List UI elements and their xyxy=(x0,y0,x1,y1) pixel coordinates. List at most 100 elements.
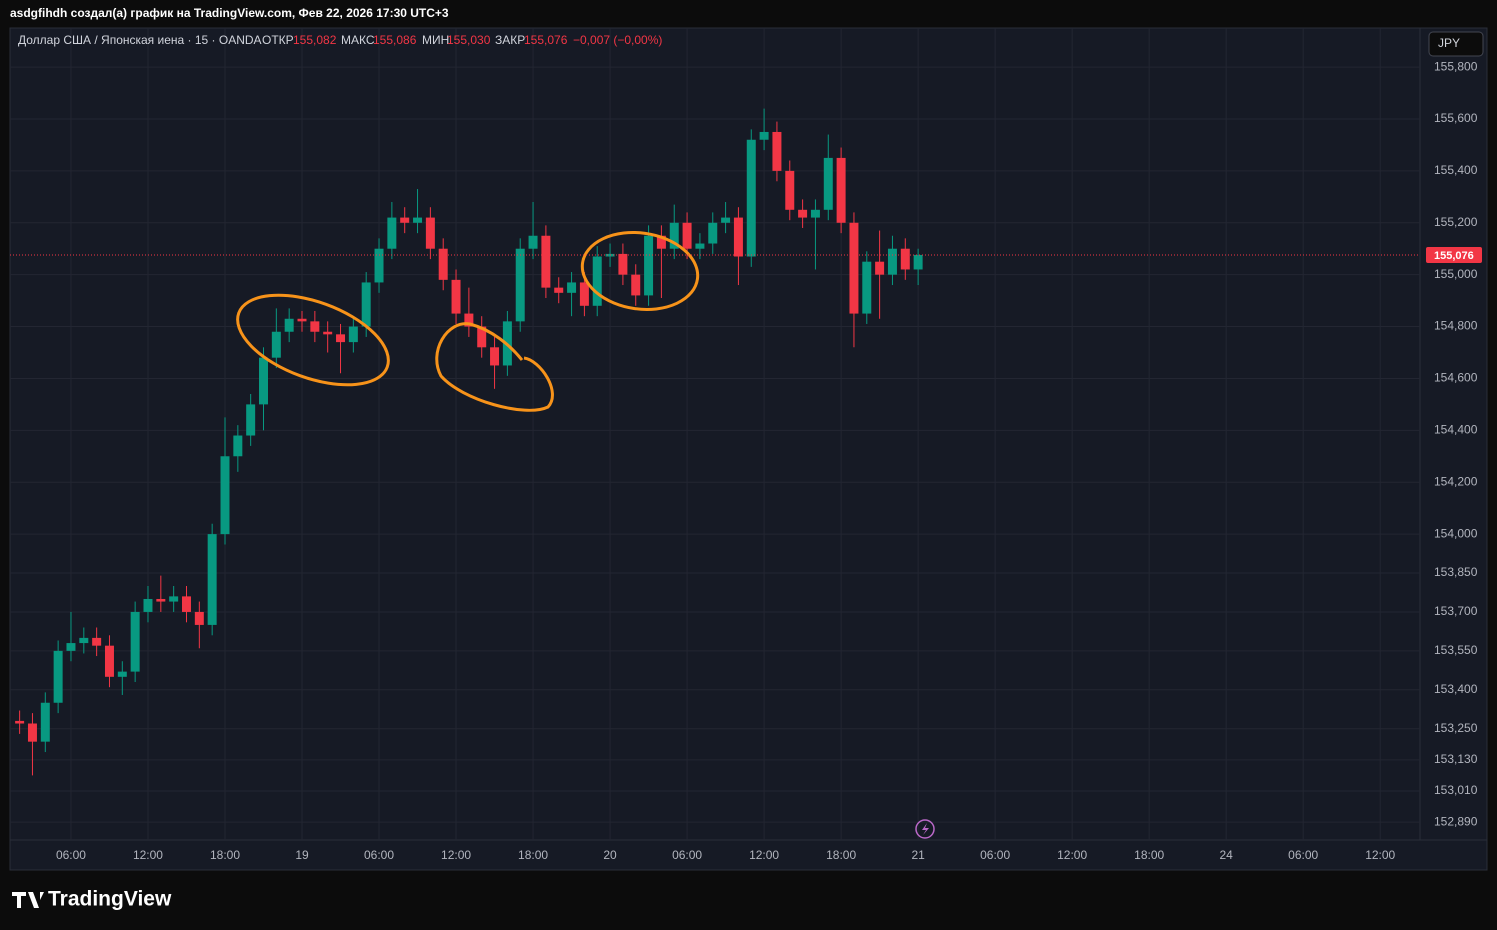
candle-body xyxy=(246,404,256,436)
y-tick-label: 153,550 xyxy=(1434,643,1478,657)
candle-body xyxy=(528,235,538,249)
candle-body xyxy=(310,321,320,332)
x-tick-label: 12:00 xyxy=(441,848,471,862)
y-tick-label: 152,890 xyxy=(1434,814,1478,828)
y-tick-label: 153,700 xyxy=(1434,604,1478,618)
x-tick-label: 20 xyxy=(603,848,617,862)
drawing-circle xyxy=(580,231,700,311)
y-tick-label: 155,200 xyxy=(1434,215,1478,229)
author-line: asdgfihdh создал(а) график на TradingVie… xyxy=(10,6,449,20)
y-tick-label: 154,400 xyxy=(1434,423,1478,437)
candle-body xyxy=(721,217,731,223)
candle-body xyxy=(682,222,692,249)
candle-body xyxy=(79,637,89,644)
y-tick-label: 153,850 xyxy=(1434,565,1478,579)
candle-body xyxy=(900,248,910,270)
candle-body xyxy=(169,596,179,602)
candle-body xyxy=(451,279,461,314)
x-tick-label: 06:00 xyxy=(672,848,702,862)
candles xyxy=(15,108,923,776)
candle-body xyxy=(618,253,628,275)
candle-body xyxy=(875,261,885,275)
event-icon-bolt xyxy=(922,823,929,835)
y-tick-label: 153,130 xyxy=(1434,752,1478,766)
y-tick-label: 153,250 xyxy=(1434,721,1478,735)
candle-body xyxy=(567,282,577,293)
candle-body xyxy=(143,598,153,612)
candle-body xyxy=(53,650,63,703)
grid xyxy=(10,28,1420,840)
logo-text: TradingView xyxy=(48,888,172,911)
candle-body xyxy=(644,235,654,296)
x-tick-label: 21 xyxy=(911,848,925,862)
event-icon[interactable] xyxy=(915,819,935,839)
legend-change: −0,007 (−0,00%) xyxy=(573,33,662,47)
candle-body xyxy=(913,254,923,270)
x-tick-label: 06:00 xyxy=(56,848,86,862)
candle-body xyxy=(130,611,140,672)
candle-body xyxy=(194,611,204,625)
legend-value: 155,086 xyxy=(373,33,417,47)
x-tick-label: 12:00 xyxy=(1365,848,1395,862)
x-tick-label: 12:00 xyxy=(749,848,779,862)
candle-body xyxy=(515,248,525,322)
y-tick-label: 155,400 xyxy=(1434,163,1478,177)
candle-body xyxy=(92,637,102,646)
candle-body xyxy=(708,222,718,244)
candle-body xyxy=(233,435,243,457)
drawings xyxy=(236,231,935,839)
candle-body xyxy=(798,209,808,218)
legend-label: ОТКР xyxy=(262,33,294,47)
candle-body xyxy=(541,235,551,288)
candle-body xyxy=(361,282,371,327)
candle-body xyxy=(759,131,769,140)
drawing-circle xyxy=(236,293,390,387)
x-tick-label: 12:00 xyxy=(133,848,163,862)
legend-label: МАКС xyxy=(341,33,375,47)
candle-body xyxy=(323,331,333,335)
candle-body xyxy=(823,157,833,210)
currency-button-label: JPY xyxy=(1438,36,1460,50)
candle-body xyxy=(887,248,897,275)
legend-label: ЗАКР xyxy=(495,33,525,47)
candle-body xyxy=(579,282,589,306)
x-tick-label: 24 xyxy=(1220,848,1234,862)
x-tick-label: 06:00 xyxy=(1288,848,1318,862)
x-tick-label: 18:00 xyxy=(826,848,856,862)
candle-body xyxy=(117,671,127,677)
x-tick-label: 18:00 xyxy=(1134,848,1164,862)
last-price-label: 155,076 xyxy=(1434,250,1474,262)
candle-body xyxy=(746,139,756,257)
x-tick-label: 12:00 xyxy=(1057,848,1087,862)
candle-body xyxy=(348,326,358,343)
candle-body xyxy=(810,209,820,218)
logo: TradingView xyxy=(12,888,172,911)
x-tick-label: 18:00 xyxy=(210,848,240,862)
candle-body xyxy=(464,313,474,327)
candle-body xyxy=(27,723,37,742)
legend-value: 155,082 xyxy=(293,33,337,47)
candle-body xyxy=(104,645,114,677)
candle-body xyxy=(490,347,500,366)
candle-body xyxy=(220,456,230,535)
currency-button[interactable] xyxy=(1428,31,1484,57)
candle-body xyxy=(374,248,384,283)
candle-body xyxy=(40,702,50,742)
candle-body xyxy=(297,318,307,322)
candle-body xyxy=(387,217,397,249)
legend-value: 155,076 xyxy=(524,33,568,47)
logo-mark xyxy=(12,892,44,908)
candle-body xyxy=(156,598,166,602)
candle-body xyxy=(438,248,448,280)
candle-body xyxy=(669,222,679,249)
y-tick-label: 153,400 xyxy=(1434,682,1478,696)
x-tick-label: 06:00 xyxy=(980,848,1010,862)
y-tick-label: 155,800 xyxy=(1434,59,1478,73)
symbol-name: Доллар США / Японская иена · 15 · OANDA xyxy=(18,33,262,47)
candle-body xyxy=(836,157,846,223)
candle-body xyxy=(849,222,859,314)
candle-body xyxy=(425,217,435,249)
candle-body xyxy=(554,287,564,293)
y-tick-label: 154,200 xyxy=(1434,474,1478,488)
